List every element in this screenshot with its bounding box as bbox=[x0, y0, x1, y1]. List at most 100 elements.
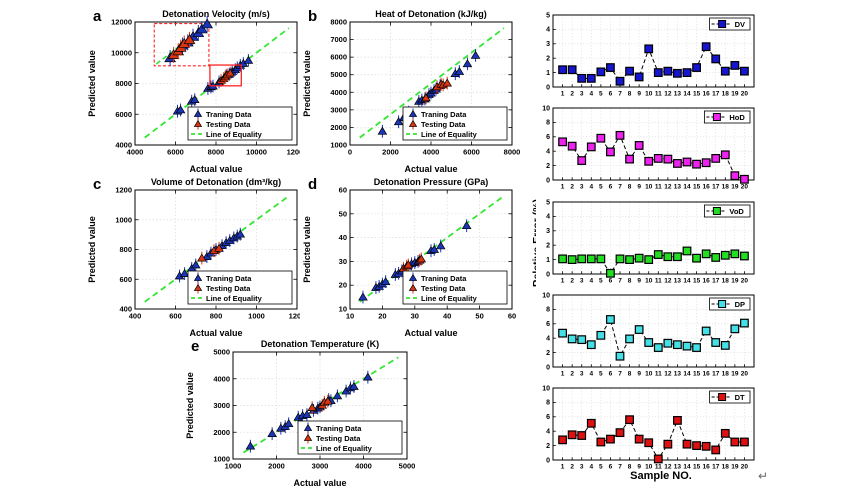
svg-text:DV: DV bbox=[735, 20, 745, 29]
svg-text:3: 3 bbox=[580, 371, 584, 378]
svg-text:10: 10 bbox=[542, 292, 550, 299]
svg-text:7: 7 bbox=[618, 371, 622, 378]
svg-text:4: 4 bbox=[589, 371, 593, 378]
svg-text:19: 19 bbox=[731, 371, 739, 378]
data-points bbox=[174, 227, 246, 283]
svg-text:11: 11 bbox=[655, 184, 662, 191]
svg-text:10: 10 bbox=[645, 91, 653, 98]
data-points bbox=[558, 130, 749, 184]
zoom-source-box bbox=[209, 64, 242, 87]
svg-text:17: 17 bbox=[712, 464, 720, 471]
svg-text:4000: 4000 bbox=[423, 148, 440, 157]
svg-text:10000: 10000 bbox=[111, 48, 132, 57]
detonation-temperature-scatter: 1000 2000 3000 4000 5000 1000 2000 3000 4000 5000… bbox=[183, 336, 415, 490]
svg-text:Actual value: Actual value bbox=[404, 164, 457, 174]
svg-text:20: 20 bbox=[741, 278, 749, 285]
svg-text:Testing Data: Testing Data bbox=[206, 284, 251, 293]
panel-detonation-pressure: d 10 20 30 40 50 60 10 20 30 40 50 60 Detonation Pre… bbox=[300, 174, 520, 340]
svg-text:Line of Equality: Line of Equality bbox=[421, 294, 478, 303]
svg-text:50: 50 bbox=[339, 209, 347, 218]
svg-text:14: 14 bbox=[683, 91, 691, 98]
svg-text:8000: 8000 bbox=[208, 148, 225, 157]
svg-text:8: 8 bbox=[628, 278, 632, 285]
svg-text:16: 16 bbox=[703, 91, 711, 98]
svg-text:2000: 2000 bbox=[268, 462, 285, 471]
svg-text:60: 60 bbox=[339, 186, 347, 195]
svg-text:2: 2 bbox=[570, 278, 574, 285]
svg-text:16: 16 bbox=[703, 184, 711, 191]
detonation-velocity-scatter: 4000 6000 8000 10000 12000 4000 6000 8000 10000 1… bbox=[85, 6, 307, 176]
panel-letter-c: c bbox=[93, 176, 102, 193]
svg-text:6000: 6000 bbox=[463, 148, 480, 157]
svg-text:20: 20 bbox=[741, 91, 749, 98]
svg-text:Traning Data: Traning Data bbox=[206, 110, 252, 119]
legend: DP bbox=[709, 297, 751, 311]
svg-text:6: 6 bbox=[546, 134, 550, 141]
svg-text:20: 20 bbox=[378, 312, 386, 321]
svg-text:1000: 1000 bbox=[248, 312, 265, 321]
svg-text:60: 60 bbox=[508, 312, 516, 321]
scatter-svg-a: 4000 6000 8000 10000 12000 4000 6000 8000 10000 1… bbox=[85, 6, 307, 176]
svg-text:4000: 4000 bbox=[127, 148, 144, 157]
svg-text:6000: 6000 bbox=[115, 110, 132, 119]
relative-error-plot-dv: 0 1 2 3 4 5 1 2 3 4 5 6 7 8 9 10 11 12 13 14 15 16 17 18 19 20 DV bbox=[536, 9, 786, 102]
svg-text:3000: 3000 bbox=[213, 401, 230, 410]
svg-text:7: 7 bbox=[618, 184, 622, 191]
svg-text:18: 18 bbox=[722, 371, 730, 378]
svg-text:1000: 1000 bbox=[330, 141, 347, 150]
svg-text:3: 3 bbox=[546, 228, 550, 235]
svg-text:Actual value: Actual value bbox=[189, 164, 242, 174]
svg-text:6: 6 bbox=[609, 91, 613, 98]
svg-text:1000: 1000 bbox=[213, 455, 230, 464]
scatter-svg-c: 400 600 800 1000 1200 400 600 800 1000 1200 Volume… bbox=[85, 174, 305, 340]
svg-text:2: 2 bbox=[570, 371, 574, 378]
svg-text:4: 4 bbox=[546, 214, 550, 221]
svg-text:13: 13 bbox=[674, 278, 682, 285]
svg-text:19: 19 bbox=[731, 184, 739, 191]
svg-text:4: 4 bbox=[589, 184, 593, 191]
svg-text:800: 800 bbox=[210, 312, 223, 321]
svg-text:19: 19 bbox=[731, 278, 739, 285]
svg-text:0: 0 bbox=[546, 271, 550, 278]
svg-text:8: 8 bbox=[628, 184, 632, 191]
svg-text:5: 5 bbox=[599, 278, 603, 285]
svg-text:6: 6 bbox=[546, 321, 550, 328]
svg-text:1: 1 bbox=[561, 184, 565, 191]
svg-text:Detonation Pressure (GPa): Detonation Pressure (GPa) bbox=[374, 177, 489, 187]
svg-text:12: 12 bbox=[664, 464, 672, 471]
relative-error-plot-dt: 0 2 4 6 8 10 1 2 3 4 5 6 7 8 9 10 11 12 13 14 15 16 17 18 19 20 DT bbox=[536, 382, 786, 475]
svg-text:Detonation Temperature (K): Detonation Temperature (K) bbox=[261, 339, 379, 349]
svg-text:1000: 1000 bbox=[225, 462, 242, 471]
svg-text:3000: 3000 bbox=[330, 105, 347, 114]
svg-text:18: 18 bbox=[722, 464, 730, 471]
svg-text:11: 11 bbox=[655, 278, 662, 285]
svg-text:20: 20 bbox=[741, 184, 749, 191]
svg-text:13: 13 bbox=[674, 184, 682, 191]
svg-text:11: 11 bbox=[655, 464, 662, 471]
svg-text:Volume of Detonation (dm³/kg): Volume of Detonation (dm³/kg) bbox=[151, 177, 281, 187]
svg-text:17: 17 bbox=[712, 91, 720, 98]
inset-points bbox=[164, 16, 214, 66]
svg-text:600: 600 bbox=[169, 312, 182, 321]
svg-text:4: 4 bbox=[589, 91, 593, 98]
svg-text:6000: 6000 bbox=[167, 148, 184, 157]
svg-text:5: 5 bbox=[599, 91, 603, 98]
svg-text:12: 12 bbox=[664, 91, 672, 98]
svg-text:18: 18 bbox=[722, 91, 730, 98]
svg-text:18: 18 bbox=[722, 184, 730, 191]
svg-text:Traning Data: Traning Data bbox=[421, 110, 467, 119]
svg-text:8000: 8000 bbox=[115, 79, 132, 88]
svg-text:400: 400 bbox=[129, 312, 142, 321]
svg-text:14: 14 bbox=[683, 464, 691, 471]
heat-of-detonation-scatter: 0 2000 4000 6000 8000 1000 2000 3000 4000 5000 600… bbox=[300, 6, 520, 176]
svg-text:400: 400 bbox=[119, 305, 132, 314]
svg-text:5: 5 bbox=[599, 464, 603, 471]
svg-text:Predicted value: Predicted value bbox=[185, 372, 195, 439]
svg-text:13: 13 bbox=[674, 371, 682, 378]
svg-text:4000: 4000 bbox=[115, 141, 132, 150]
svg-text:4: 4 bbox=[546, 429, 550, 436]
